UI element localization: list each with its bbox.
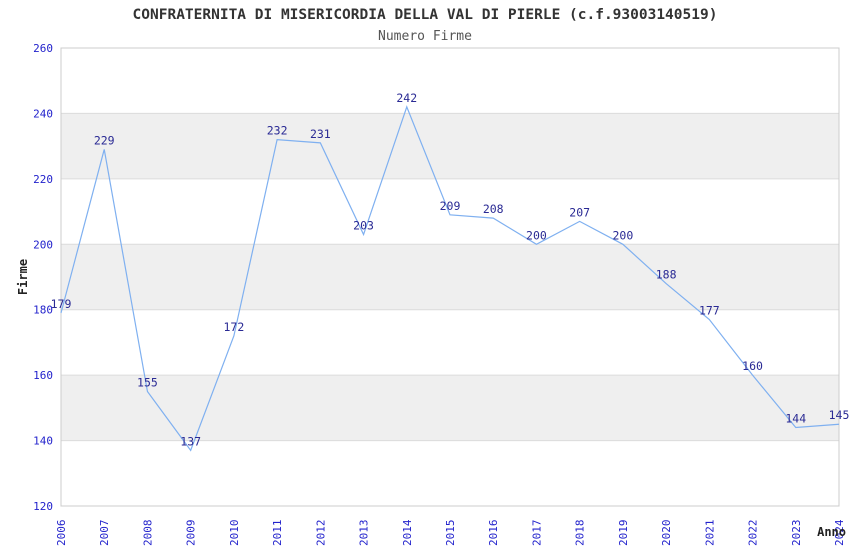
data-label: 137	[180, 434, 201, 448]
y-tick-label: 140	[33, 435, 53, 448]
x-tick-label: 2012	[314, 520, 327, 547]
data-label: 172	[223, 320, 244, 334]
data-label: 208	[483, 202, 504, 216]
data-label: 144	[785, 411, 806, 425]
series-line	[60, 105, 840, 452]
data-label: 242	[396, 91, 417, 105]
x-tick-label: 2022	[747, 520, 760, 547]
x-tick-label: 2014	[401, 519, 414, 546]
chart-title: CONFRATERNITA DI MISERICORDIA DELLA VAL …	[133, 7, 718, 23]
plot-band	[61, 113, 839, 179]
x-tick-label: 2015	[444, 520, 457, 547]
y-tick-label: 120	[33, 500, 53, 513]
x-tick-label: 2020	[660, 520, 673, 547]
x-tick-label: 2009	[185, 520, 198, 547]
y-tick-label: 240	[33, 107, 53, 120]
x-tick-label: 2013	[358, 520, 371, 547]
x-tick-label: 2010	[228, 520, 241, 547]
plot-layer: 120 140 160 180 200 220 240 260 2006 2007 2008 2009…	[33, 42, 849, 546]
y-tick-label: 160	[33, 369, 53, 382]
chart-subtitle: Numero Firme	[378, 29, 472, 44]
y-tick-label: 220	[33, 173, 53, 186]
data-label: 231	[310, 127, 331, 141]
x-tick-label: 2023	[790, 520, 803, 547]
data-label: 207	[569, 205, 590, 219]
x-tick-label: 2019	[617, 520, 630, 547]
plot-band	[61, 244, 839, 310]
x-tick-label: 2021	[703, 520, 716, 547]
data-label: 177	[699, 304, 720, 318]
data-label: 200	[612, 228, 633, 242]
x-tick-label: 2017	[530, 520, 543, 547]
data-label: 155	[137, 376, 158, 390]
y-tick-label: 180	[33, 304, 53, 317]
plot-border	[60, 47, 840, 507]
data-label: 209	[440, 199, 461, 213]
plot-band	[61, 375, 839, 441]
data-label: 188	[656, 268, 677, 282]
x-tick-label: 2018	[574, 520, 587, 547]
x-tick-label: 2008	[141, 520, 154, 547]
data-label: 160	[742, 359, 763, 373]
data-label: 179	[51, 297, 72, 311]
x-tick-label: 2007	[98, 520, 111, 547]
y-tick-label: 200	[33, 238, 53, 251]
x-tick-label: 2024	[833, 519, 846, 546]
data-label: 203	[353, 218, 374, 232]
data-label: 200	[526, 228, 547, 242]
x-axis-title: Anno	[817, 525, 846, 539]
data-label: 232	[267, 124, 288, 138]
y-tick-label: 260	[33, 42, 53, 55]
x-tick-label: 2006	[55, 520, 68, 547]
y-axis-title: Firme	[16, 259, 30, 295]
data-label: 145	[829, 408, 850, 422]
x-tick-label: 2016	[487, 520, 500, 547]
x-tick-label: 2011	[271, 520, 284, 547]
data-label: 229	[94, 133, 115, 147]
